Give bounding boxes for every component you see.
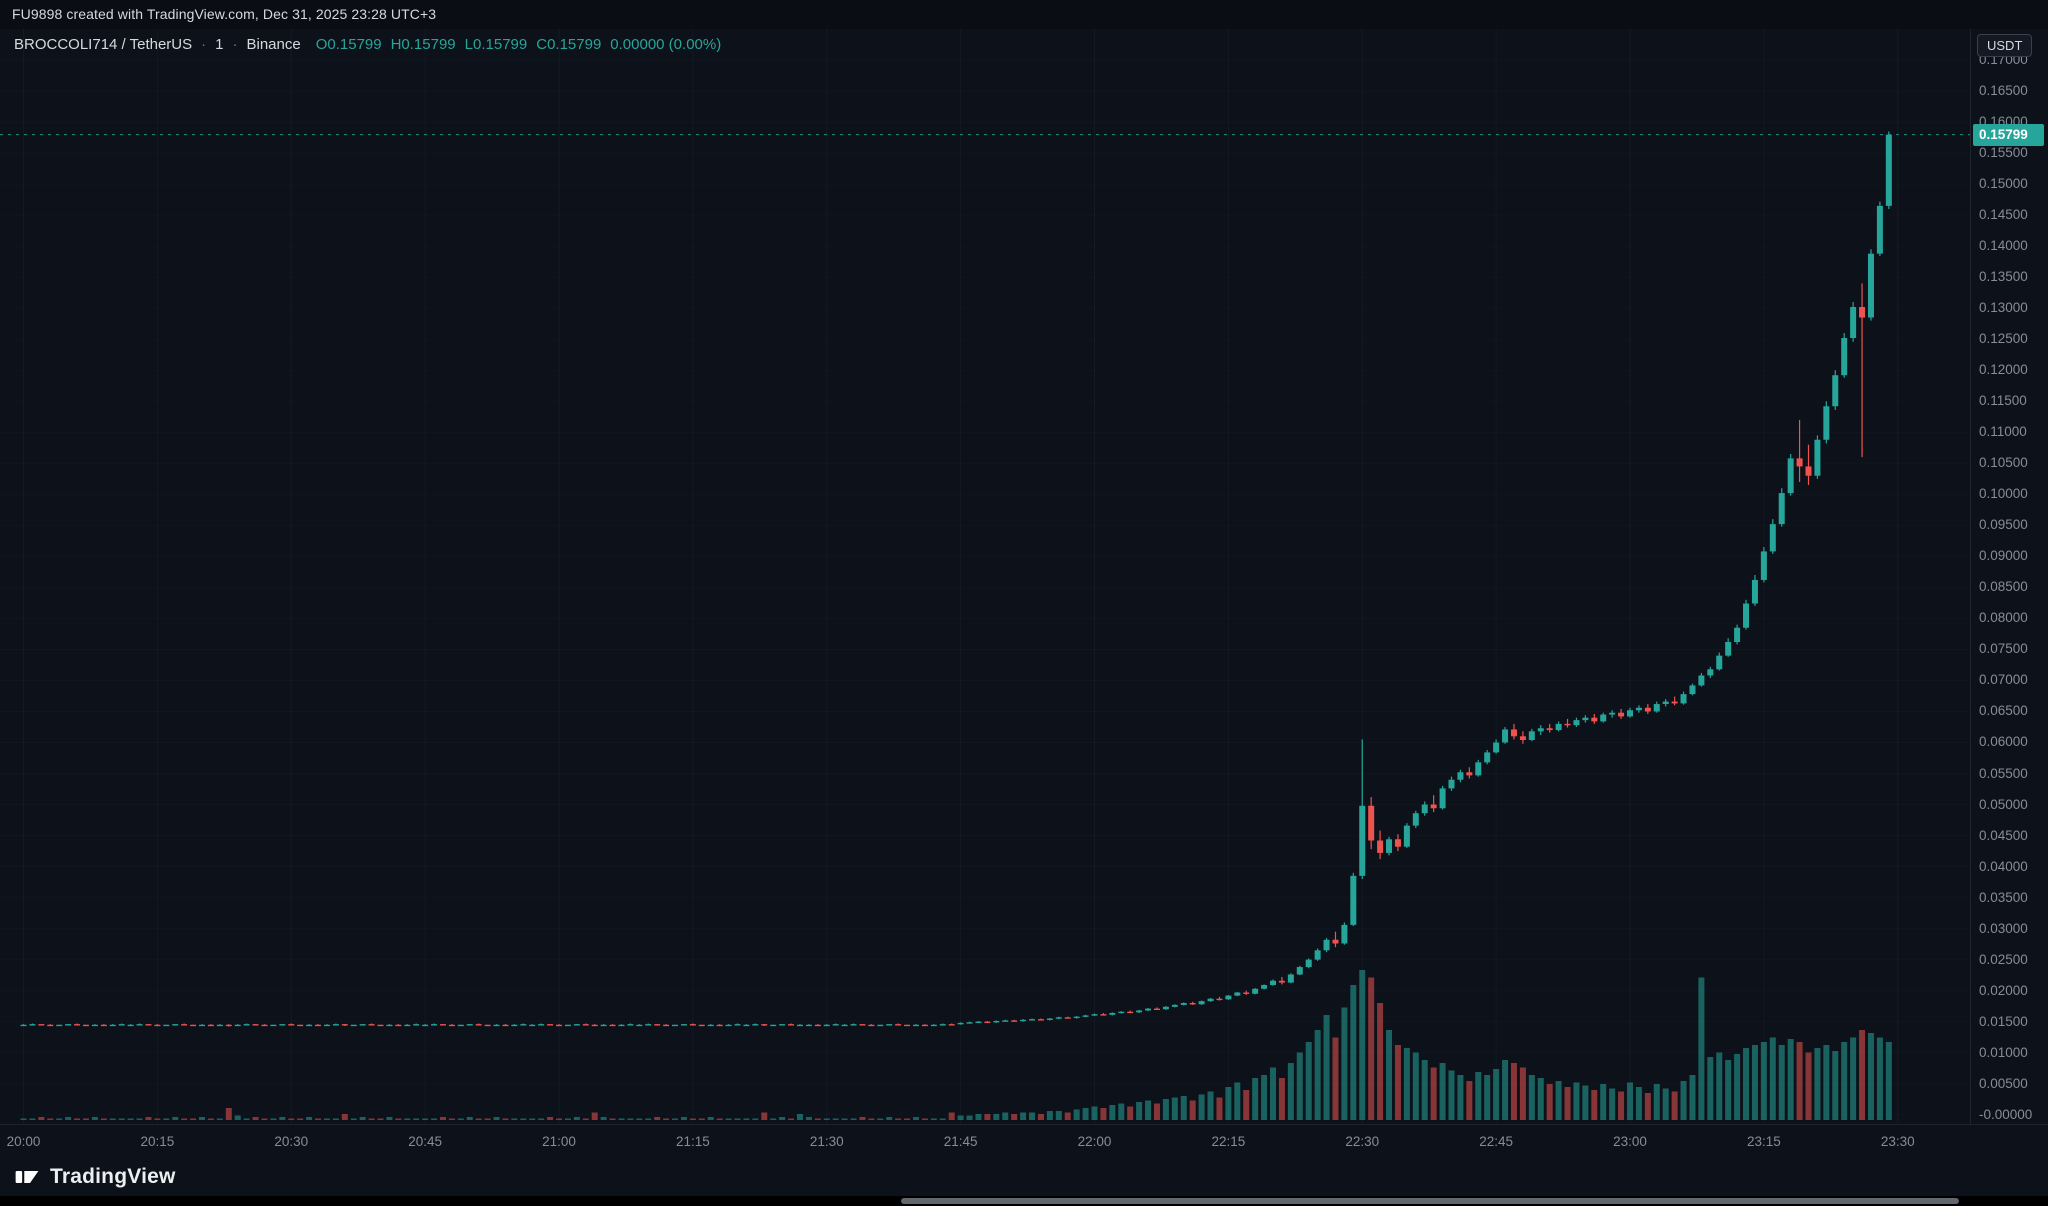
price-tick-label: 0.07000 xyxy=(1979,672,2028,688)
price-tick-label: 0.08000 xyxy=(1979,610,2028,626)
candles xyxy=(20,131,1892,1027)
attribution-bar: FU9898 created with TradingView.com, Dec… xyxy=(0,0,2048,29)
price-tick-label: 0.15500 xyxy=(1979,145,2028,161)
tradingview-logo-icon[interactable] xyxy=(14,1164,40,1190)
legend-separator: · xyxy=(201,36,207,53)
price-tick-label: 0.00500 xyxy=(1979,1075,2028,1091)
price-tick-label: 0.07500 xyxy=(1979,641,2028,657)
ohlc-values: O0.15799 H0.15799 L0.15799 C0.15799 0.00… xyxy=(316,36,722,53)
price-tick-label: 0.12500 xyxy=(1979,331,2028,347)
price-tick-label: 0.11500 xyxy=(1979,393,2027,409)
price-tick-label: 0.06000 xyxy=(1979,734,2028,750)
currency-button[interactable]: USDT xyxy=(1977,34,2033,57)
time-tick-label: 22:15 xyxy=(1211,1134,1246,1149)
time-tick-label: 22:30 xyxy=(1345,1134,1380,1149)
time-tick-label: 21:45 xyxy=(943,1134,978,1149)
chart-footer: TradingView xyxy=(14,1160,176,1194)
price-tick-label: 0.03000 xyxy=(1979,920,2028,936)
price-tick-label: 0.16500 xyxy=(1979,83,2028,99)
price-tick-label: 0.13500 xyxy=(1979,269,2028,285)
price-tick-label: 0.11000 xyxy=(1979,424,2027,440)
symbol-legend: BROCCOLI714 / TetherUS · 1 · Binance O0.… xyxy=(14,36,721,53)
price-tick-label: 0.03500 xyxy=(1979,889,2028,905)
price-tick-label: 0.06500 xyxy=(1979,703,2028,719)
price-axis[interactable]: USDT 0.15799 0.17000 0.16500 0.16000 0.1550… xyxy=(1970,29,2048,1124)
change-value: 0.00000 (0.00%) xyxy=(610,36,722,53)
time-tick-label: 20:15 xyxy=(140,1134,175,1149)
price-tick-label: 0.08500 xyxy=(1979,579,2028,595)
exchange-label[interactable]: Binance xyxy=(246,36,301,53)
price-tick-label: 0.13000 xyxy=(1979,300,2028,316)
time-tick-label: 21:15 xyxy=(675,1134,710,1149)
time-axis[interactable]: 20:00 20:15 20:30 20:45 21:00 21:15 21:30 21:45… xyxy=(0,1124,2048,1158)
price-tick-label: 0.15000 xyxy=(1979,176,2028,192)
price-tick-label: 0.02000 xyxy=(1979,982,2028,998)
symbol-name[interactable]: BROCCOLI714 / TetherUS xyxy=(14,36,193,53)
progress-bar[interactable] xyxy=(901,1198,1959,1204)
time-tick-label: 22:00 xyxy=(1077,1134,1112,1149)
price-tick-label: 0.05500 xyxy=(1979,765,2028,781)
price-tick-label: 0.09000 xyxy=(1979,548,2028,564)
candlestick-chart[interactable] xyxy=(0,29,1970,1124)
price-tick-label: 0.01000 xyxy=(1979,1044,2028,1060)
price-tick-label: 0.02500 xyxy=(1979,951,2028,967)
time-tick-label: 23:00 xyxy=(1613,1134,1647,1149)
price-tick-label: 0.14500 xyxy=(1979,207,2028,223)
time-tick-label: 21:30 xyxy=(809,1134,844,1149)
open-value: O0.15799 xyxy=(315,36,382,53)
price-tick-label: 0.01500 xyxy=(1979,1013,2028,1029)
price-tick-label: 0.09500 xyxy=(1979,517,2028,533)
time-tick-label: 22:45 xyxy=(1479,1134,1514,1149)
price-tick-label: 0.14000 xyxy=(1979,238,2028,254)
high-value: H0.15799 xyxy=(390,36,456,53)
time-tick-label: 21:00 xyxy=(542,1134,576,1149)
price-tick-label: 0.12000 xyxy=(1979,362,2028,378)
legend-separator: · xyxy=(232,36,238,53)
volume-bars xyxy=(20,970,1892,1120)
grid-lines xyxy=(23,29,1899,1124)
price-tick-label: 0.04500 xyxy=(1979,827,2028,843)
low-value: L0.15799 xyxy=(464,36,528,53)
brand-wordmark[interactable]: TradingView xyxy=(50,1165,176,1188)
last-price-badge: 0.15799 xyxy=(1973,123,2044,146)
attribution-text: FU9898 created with TradingView.com, Dec… xyxy=(12,6,437,22)
time-tick-label: 23:15 xyxy=(1746,1134,1781,1149)
close-value: C0.15799 xyxy=(536,36,602,53)
price-tick-label: 0.10000 xyxy=(1979,486,2028,502)
price-tick-label: 0.05000 xyxy=(1979,796,2028,812)
time-tick-label: 20:30 xyxy=(274,1134,309,1149)
time-tick-label: 23:30 xyxy=(1880,1134,1915,1149)
price-tick-label: 0.04000 xyxy=(1979,858,2028,874)
price-tick-label: 0.10500 xyxy=(1979,455,2028,471)
price-tick-label: -0.00000 xyxy=(1979,1106,2033,1122)
interval-label[interactable]: 1 xyxy=(215,36,224,53)
time-tick-label: 20:00 xyxy=(6,1134,41,1149)
bottom-strip xyxy=(0,1196,2048,1206)
time-tick-label: 20:45 xyxy=(408,1134,443,1149)
